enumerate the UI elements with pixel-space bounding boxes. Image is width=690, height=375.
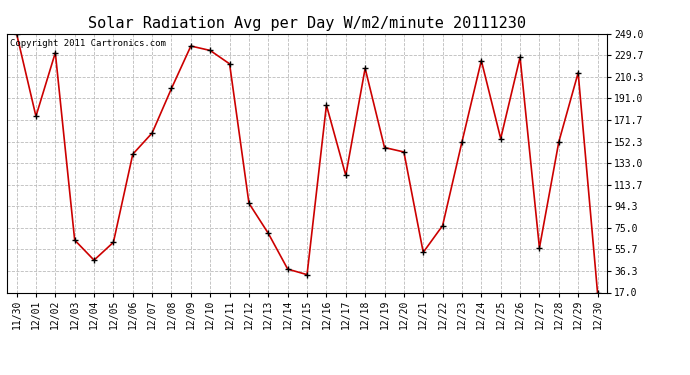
Text: Copyright 2011 Cartronics.com: Copyright 2011 Cartronics.com <box>10 39 166 48</box>
Title: Solar Radiation Avg per Day W/m2/minute 20111230: Solar Radiation Avg per Day W/m2/minute … <box>88 16 526 31</box>
